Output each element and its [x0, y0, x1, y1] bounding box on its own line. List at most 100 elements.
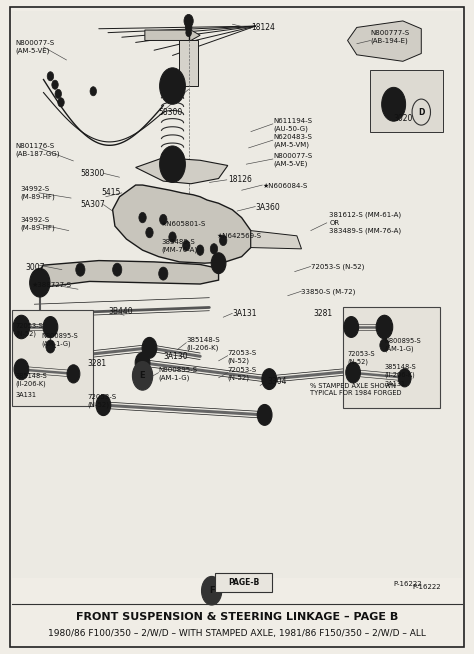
- Text: 383489-S
(MM-76-A): 383489-S (MM-76-A): [161, 239, 197, 253]
- Circle shape: [215, 258, 222, 267]
- Text: N800777-S
(AB-194-E): N800777-S (AB-194-E): [371, 30, 410, 44]
- Circle shape: [210, 244, 218, 254]
- Text: N800895-S
(AM-1-G): N800895-S (AM-1-G): [384, 338, 421, 353]
- Text: 3A131: 3A131: [384, 381, 405, 387]
- Circle shape: [185, 23, 192, 32]
- Text: 18124: 18124: [251, 23, 275, 32]
- Circle shape: [146, 228, 153, 238]
- Circle shape: [43, 317, 58, 337]
- Circle shape: [54, 83, 56, 87]
- Polygon shape: [136, 158, 228, 184]
- Text: 385148-S
(II-206-K): 385148-S (II-206-K): [384, 364, 416, 378]
- Circle shape: [18, 365, 25, 374]
- Text: 3A131: 3A131: [16, 392, 37, 398]
- Text: P-16222: P-16222: [412, 585, 441, 591]
- Circle shape: [262, 410, 268, 419]
- Text: 3A131: 3A131: [232, 309, 257, 318]
- Text: 72053-S
(N-52): 72053-S (N-52): [16, 323, 44, 337]
- Text: 18126: 18126: [228, 175, 252, 184]
- Text: N800895-S
(AM-1-G): N800895-S (AM-1-G): [159, 367, 198, 381]
- Text: P-16222: P-16222: [393, 581, 422, 587]
- Circle shape: [160, 215, 167, 225]
- Circle shape: [14, 359, 29, 380]
- Circle shape: [159, 267, 168, 280]
- Polygon shape: [180, 41, 198, 86]
- Circle shape: [211, 252, 226, 273]
- Circle shape: [71, 370, 76, 378]
- Circle shape: [165, 154, 180, 175]
- Text: 34992-S
(M-89-HF): 34992-S (M-89-HF): [20, 186, 55, 200]
- Text: 3A130: 3A130: [163, 353, 188, 362]
- Text: D: D: [418, 108, 424, 116]
- Text: 58300: 58300: [159, 108, 183, 116]
- Text: 34992-S
(M-89-HF): 34992-S (M-89-HF): [20, 217, 55, 231]
- Circle shape: [35, 276, 45, 289]
- Circle shape: [46, 340, 55, 353]
- Circle shape: [139, 213, 146, 223]
- Text: 3007: 3007: [25, 263, 45, 271]
- Text: 72053-S
(N-52): 72053-S (N-52): [347, 351, 375, 365]
- Text: 72053-S
(N-52): 72053-S (N-52): [87, 394, 117, 408]
- Text: E: E: [140, 371, 146, 381]
- Text: N620483-S
(AM-5-VM): N620483-S (AM-5-VM): [274, 135, 313, 148]
- Circle shape: [58, 97, 64, 107]
- Circle shape: [67, 365, 80, 383]
- Text: 5A307: 5A307: [81, 200, 105, 209]
- Circle shape: [219, 235, 227, 246]
- Text: 58300: 58300: [81, 169, 105, 178]
- Text: 72053-S (N-52): 72053-S (N-52): [311, 264, 364, 270]
- Circle shape: [169, 232, 176, 243]
- Circle shape: [160, 146, 185, 182]
- Circle shape: [55, 90, 62, 98]
- Text: PAGE-B: PAGE-B: [228, 578, 260, 587]
- Text: 385148-S
(II-206-K): 385148-S (II-206-K): [186, 337, 220, 351]
- Text: 3B440: 3B440: [108, 307, 133, 316]
- Polygon shape: [347, 21, 421, 61]
- Text: 72053-S
(N-52): 72053-S (N-52): [228, 367, 257, 381]
- Text: 3A360: 3A360: [255, 203, 280, 212]
- Text: N800077-S
(AM-5-VE): N800077-S (AM-5-VE): [16, 40, 55, 54]
- Text: N611194-S
(AU-50-G): N611194-S (AU-50-G): [274, 118, 313, 132]
- Circle shape: [49, 75, 52, 78]
- Text: ★N606084-S: ★N606084-S: [262, 183, 308, 190]
- Circle shape: [90, 87, 97, 96]
- Circle shape: [201, 576, 222, 605]
- Polygon shape: [113, 185, 251, 263]
- Polygon shape: [251, 231, 301, 249]
- Circle shape: [402, 374, 408, 382]
- Text: 3020: 3020: [393, 114, 413, 123]
- Polygon shape: [34, 260, 219, 289]
- Circle shape: [146, 343, 153, 353]
- Text: ★N605801-S: ★N605801-S: [161, 221, 206, 227]
- Text: N800077-S
(AM-5-VE): N800077-S (AM-5-VE): [274, 153, 313, 167]
- FancyBboxPatch shape: [12, 310, 93, 406]
- Circle shape: [376, 315, 393, 339]
- Circle shape: [113, 263, 122, 276]
- Circle shape: [132, 362, 153, 390]
- Text: 1980/86 F100/350 – 2/W/D – WITH STAMPED AXLE, 1981/86 F150/350 – 2/W/D – ALL: 1980/86 F100/350 – 2/W/D – WITH STAMPED …: [48, 628, 426, 638]
- Circle shape: [47, 72, 54, 81]
- Circle shape: [100, 401, 107, 409]
- Text: 5415: 5415: [101, 188, 120, 198]
- Circle shape: [13, 315, 30, 339]
- Circle shape: [32, 348, 48, 371]
- Circle shape: [57, 92, 60, 96]
- Circle shape: [30, 268, 50, 297]
- Circle shape: [182, 241, 190, 250]
- FancyBboxPatch shape: [215, 573, 273, 592]
- Circle shape: [382, 88, 406, 121]
- Circle shape: [184, 14, 193, 27]
- Circle shape: [398, 369, 411, 387]
- Circle shape: [266, 375, 273, 384]
- Circle shape: [346, 362, 360, 383]
- Circle shape: [60, 100, 63, 104]
- Text: 72053-S
(N-52): 72053-S (N-52): [228, 350, 257, 364]
- Circle shape: [92, 90, 95, 94]
- Circle shape: [391, 100, 396, 108]
- Text: 3281: 3281: [87, 359, 106, 368]
- Circle shape: [170, 82, 175, 90]
- Text: 3281: 3281: [313, 309, 332, 318]
- Circle shape: [344, 317, 359, 337]
- Circle shape: [386, 357, 401, 378]
- Circle shape: [165, 76, 180, 97]
